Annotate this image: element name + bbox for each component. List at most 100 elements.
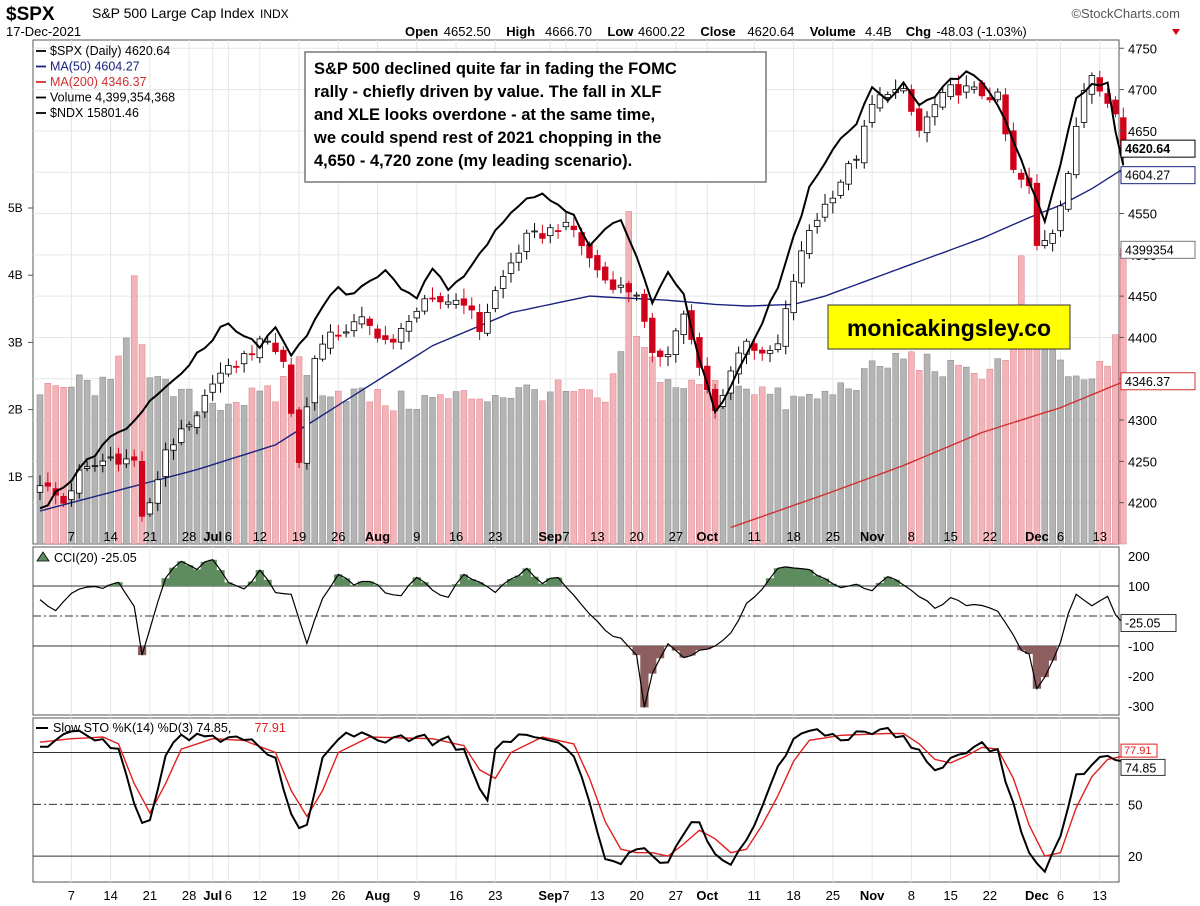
- volume-bar: [727, 389, 735, 545]
- candle-body: [366, 318, 373, 326]
- symbol-title: $SPX: [6, 4, 55, 25]
- volume-bar: [374, 389, 381, 545]
- price-tick-label: 4550: [1128, 207, 1157, 222]
- candle-body: [1073, 125, 1080, 176]
- volume-bar: [876, 365, 884, 545]
- ohlc-value: 4666.70: [545, 24, 592, 39]
- sto-tick-label: 50: [1128, 797, 1142, 812]
- volume-bar: [437, 394, 444, 545]
- stochastic-indicator: 805020Slow STO %K(14) %D(3) 74.85, 77.91…: [33, 721, 1166, 874]
- x-tick-label: Jul: [203, 888, 222, 903]
- ma200-value-tag: 4346.37: [1125, 375, 1170, 389]
- candle-body: [374, 328, 381, 339]
- candle-body: [476, 312, 483, 332]
- volume-bar: [421, 395, 428, 545]
- x-tick-label: 16: [449, 888, 463, 903]
- candle-body: [562, 221, 570, 228]
- volume-bar: [586, 389, 593, 545]
- volume-bar: [1002, 360, 1009, 545]
- x-tick-label: 14: [103, 529, 117, 544]
- candle-body: [429, 297, 436, 300]
- volume-bar: [233, 402, 240, 545]
- volume-bar: [923, 353, 931, 545]
- volume-bar: [947, 359, 954, 545]
- volume-bar: [531, 389, 538, 545]
- volume-bar: [696, 384, 703, 545]
- legend: $SPX (Daily) 4620.64 MA(50) 4604.27MA(200…: [36, 44, 175, 120]
- x-tick-label: 11: [748, 529, 762, 544]
- candle-body: [813, 219, 821, 227]
- x-tick-label: Jul: [203, 529, 222, 544]
- candle-body: [335, 334, 342, 337]
- candle-body: [499, 276, 507, 289]
- volume-value-tag: 4399354: [1125, 243, 1174, 257]
- candle-body: [523, 232, 530, 252]
- candle-body: [107, 456, 114, 459]
- x-tick-label: 8: [908, 529, 915, 544]
- candle-body: [1041, 240, 1048, 246]
- volume-bar: [1072, 375, 1080, 545]
- x-tick-label: 13: [590, 888, 604, 903]
- volume-bar: [515, 387, 523, 545]
- price-tick-label: 4650: [1128, 124, 1157, 139]
- volume-bar: [821, 390, 829, 545]
- candle-body: [908, 89, 915, 112]
- candle-body: [36, 485, 44, 493]
- price-tick-label: 4450: [1128, 289, 1157, 304]
- ohlc-label: High: [506, 24, 535, 39]
- candle-body: [617, 284, 625, 288]
- candle-body: [319, 343, 326, 360]
- candle-body: [884, 94, 891, 98]
- volume-bar: [758, 386, 766, 545]
- candle-body: [570, 225, 577, 231]
- volume-bar: [743, 388, 750, 545]
- volume-bar: [986, 368, 994, 545]
- ma50-line: [39, 168, 1124, 512]
- candle-body: [185, 424, 193, 428]
- candle-body: [798, 250, 805, 284]
- x-tick-label: 23: [488, 529, 502, 544]
- x-tick-label: Aug: [365, 529, 390, 544]
- candle-body: [358, 316, 366, 325]
- volume-bar: [366, 401, 373, 545]
- candle-body: [1065, 173, 1072, 210]
- volume-bar: [68, 386, 75, 545]
- volume-bar: [994, 358, 1001, 545]
- candle-body: [916, 108, 923, 131]
- volume-bar: [539, 400, 546, 545]
- sto-tick-label: 20: [1128, 849, 1142, 864]
- x-tick-label: 21: [143, 529, 157, 544]
- volume-bar: [248, 387, 256, 545]
- candle-body: [452, 299, 460, 305]
- volume-bar: [774, 387, 782, 545]
- ma200-line: [730, 381, 1124, 529]
- volume-bar: [790, 395, 797, 545]
- sto-legend: Slow STO %K(14) %D(3) 74.85,: [53, 721, 231, 735]
- candle-body: [829, 197, 837, 204]
- volume-bar: [704, 391, 711, 545]
- candle-body: [405, 321, 413, 332]
- annotation-line: we could spend rest of 2021 chopping in …: [313, 129, 661, 147]
- x-tick-label: 18: [786, 529, 800, 544]
- candle-body: [350, 321, 358, 332]
- cci-tick-label: -300: [1128, 699, 1154, 714]
- change-down-arrow-icon: [1172, 29, 1180, 35]
- x-tick-label: 15: [943, 529, 957, 544]
- annotation-line: and XLE looks overdone - at the same tim…: [314, 106, 655, 124]
- x-tick-label: 7: [68, 529, 75, 544]
- x-tick-label: 23: [488, 888, 502, 903]
- ohlc-value: 4.4B: [865, 24, 892, 39]
- volume-bar: [625, 211, 632, 545]
- volume-bar: [44, 383, 52, 545]
- x-tick-label: 22: [983, 888, 997, 903]
- x-tick-label: Sep: [538, 888, 562, 903]
- volume-bar: [476, 398, 483, 545]
- candle-body: [539, 233, 546, 239]
- volume-bar: [751, 394, 758, 545]
- candle-body: [766, 350, 774, 354]
- price-axis: 4200425043004350440044504500455046004650…: [1119, 41, 1157, 511]
- volume-bar: [680, 388, 687, 545]
- ohlc-label: Low: [607, 24, 634, 39]
- candle-body: [115, 453, 122, 465]
- candle-body: [138, 460, 146, 517]
